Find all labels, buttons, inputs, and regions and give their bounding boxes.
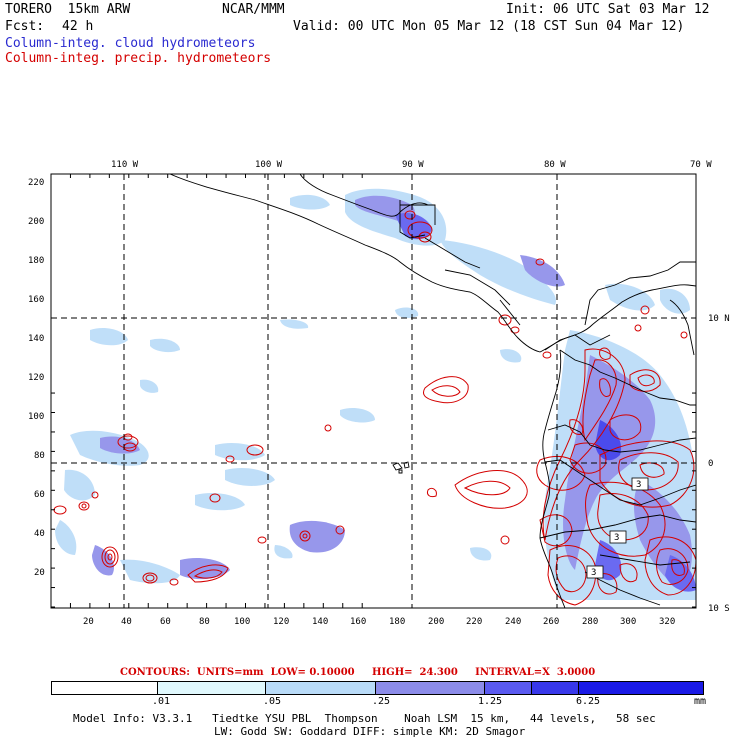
colorbar-label: .01	[152, 696, 171, 707]
colorbar-segment	[579, 682, 703, 694]
x-tick-label: 260	[543, 617, 559, 627]
colorbar-segment	[266, 682, 376, 694]
lon-label: 110 W	[111, 160, 139, 170]
colorbar-label: .25	[372, 696, 391, 707]
x-tick-label: 240	[505, 617, 521, 627]
y-tick-label: 180	[28, 256, 44, 266]
axis-ticks	[50, 174, 696, 608]
y-tick-label: 80	[34, 451, 45, 461]
model-info: Model Info: V3.3.1 Tiedtke YSU PBL Thomp…	[73, 712, 656, 725]
lon-label: 70 W	[690, 160, 712, 170]
coastlines	[169, 174, 696, 608]
contour-label-boxes	[586, 477, 649, 579]
init-time: Init: 06 UTC Sat 03 Mar 12	[506, 2, 710, 17]
colorbar-segment	[376, 682, 485, 694]
contour-label: 3	[636, 480, 641, 490]
colorbar	[51, 681, 704, 695]
x-tick-label: 160	[350, 617, 366, 627]
x-tick-label: 280	[582, 617, 598, 627]
x-tick-label: 100	[234, 617, 250, 627]
y-tick-label: 20	[34, 568, 45, 578]
physics-info: LW: Godd SW: Goddard DIFF: simple KM: 2D…	[214, 725, 526, 738]
organization: NCAR/MMM	[222, 2, 285, 17]
y-tick-label: 100	[28, 412, 44, 422]
y-tick-label: 120	[28, 373, 44, 383]
y-tick-label: 160	[28, 295, 44, 305]
x-tick-label: 60	[160, 617, 171, 627]
colorbar-unit: mm	[694, 696, 707, 707]
colorbar-segment	[485, 682, 532, 694]
x-tick-label: 80	[199, 617, 210, 627]
x-tick-label: 40	[121, 617, 132, 627]
lat-label: 0	[708, 459, 713, 469]
y-tick-label: 60	[34, 490, 45, 500]
x-tick-label: 200	[428, 617, 444, 627]
lat-label: 10 N	[708, 314, 730, 324]
cloud-shading	[55, 188, 696, 600]
colorbar-segment	[158, 682, 266, 694]
y-tick-label: 220	[28, 178, 44, 188]
x-tick-label: 140	[312, 617, 328, 627]
x-tick-label: 300	[620, 617, 636, 627]
x-tick-label: 120	[273, 617, 289, 627]
x-tick-label: 20	[83, 617, 94, 627]
y-tick-label: 40	[34, 529, 45, 539]
contours-info: CONTOURS: UNITS=mm LOW= 0.10000 HIGH= 24…	[120, 667, 596, 678]
x-tick-label: 220	[466, 617, 482, 627]
contour-label: 3	[614, 533, 619, 543]
forecast-hour: 42 h	[62, 19, 94, 34]
model-title: TORERO 15km ARW	[5, 2, 131, 17]
legend-cloud: Column-integ. cloud hydrometeors	[5, 36, 256, 51]
y-tick-label: 200	[28, 217, 44, 227]
contour-label: 3	[591, 568, 596, 578]
forecast-label: Fcst:	[5, 19, 45, 34]
colorbar-label: 1.25	[478, 696, 503, 707]
legend-precip: Column-integ. precip. hydrometeors	[5, 51, 272, 66]
colorbar-segment	[532, 682, 579, 694]
map-frame	[50, 173, 697, 609]
colorbar-segment	[52, 682, 158, 694]
lon-label: 80 W	[544, 160, 566, 170]
lon-label: 90 W	[402, 160, 424, 170]
lat-label: 10 S	[708, 604, 730, 614]
lat-lon-grid	[51, 174, 696, 608]
lon-label: 100 W	[255, 160, 283, 170]
y-tick-label: 140	[28, 334, 44, 344]
x-tick-label: 180	[389, 617, 405, 627]
colorbar-label: .05	[263, 696, 282, 707]
colorbar-label: 6.25	[576, 696, 601, 707]
x-tick-label: 320	[659, 617, 675, 627]
valid-time: Valid: 00 UTC Mon 05 Mar 12 (18 CST Sun …	[293, 19, 685, 34]
